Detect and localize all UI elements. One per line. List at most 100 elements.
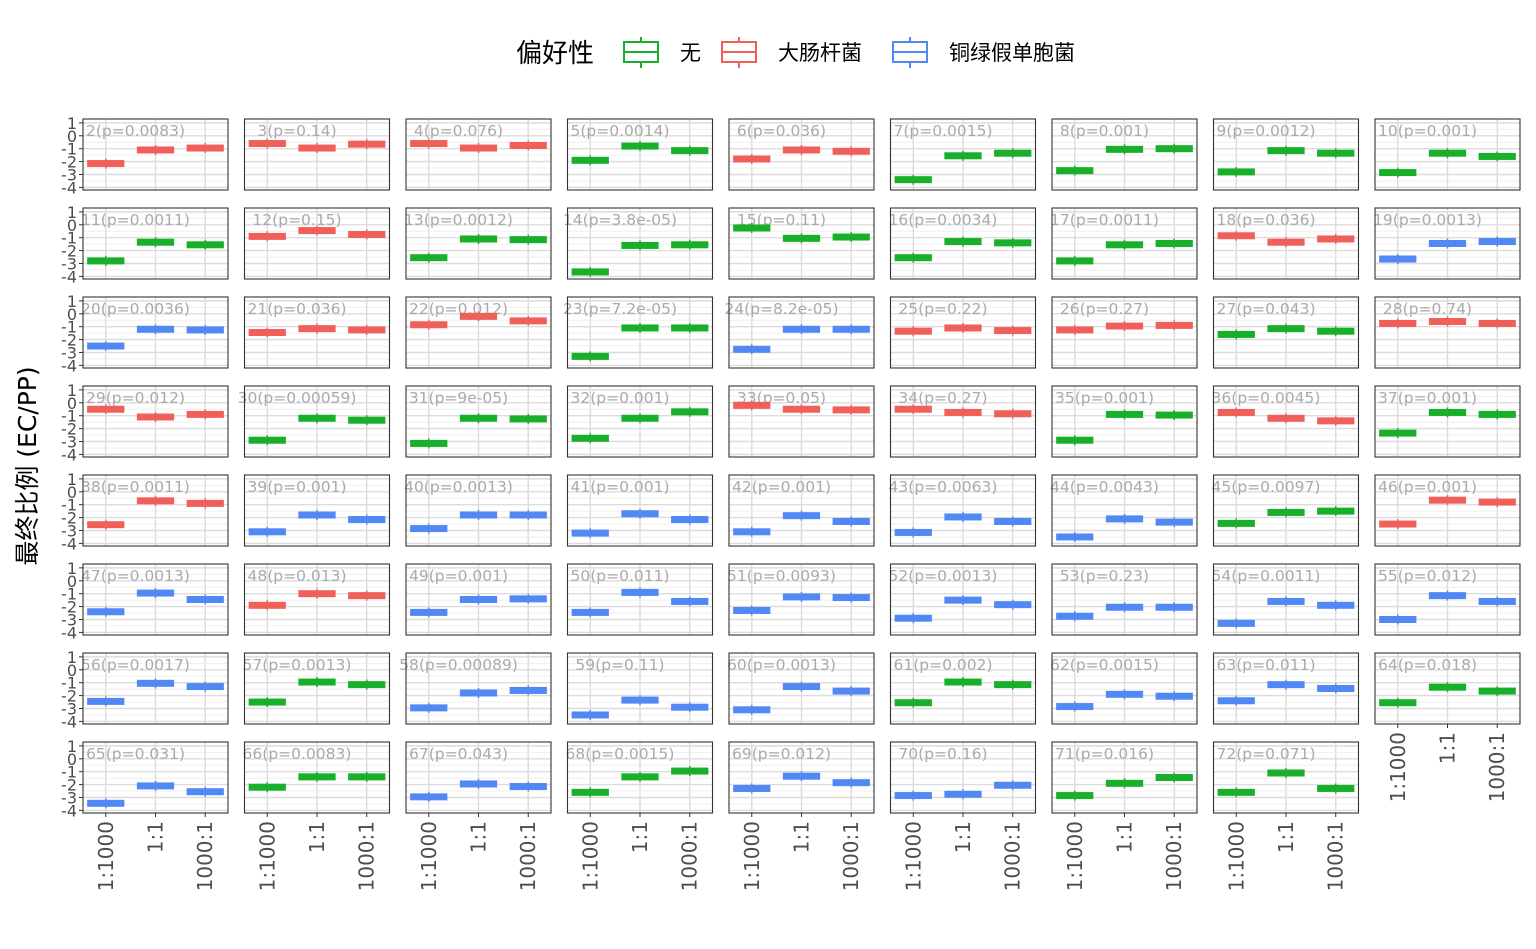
box-mark (298, 143, 336, 154)
box-mark (186, 324, 224, 335)
box-mark (733, 223, 771, 234)
box-mark (248, 138, 286, 149)
box-mark (1155, 691, 1193, 702)
y-axis: 10-1-2-3-4 (61, 292, 83, 375)
box-mark (186, 786, 224, 797)
y-tick-label: 0 (67, 127, 77, 146)
box-mark (671, 766, 709, 777)
facet-panel: 65(p=0.031) (82, 741, 229, 814)
box-mark (1267, 413, 1305, 424)
panel-label: 53(p=0.23) (1060, 567, 1149, 585)
panel-label: 56(p=0.0017) (81, 656, 190, 674)
y-tick-label: -1 (61, 496, 77, 515)
box-mark (1056, 324, 1094, 335)
box-mark (136, 678, 175, 689)
panel-label: 57(p=0.0013) (243, 656, 352, 674)
box-mark (1105, 689, 1144, 700)
box-mark (733, 400, 771, 411)
y-axis-title: 最终比例 (EC/PP) (13, 366, 42, 565)
box-mark (1155, 320, 1193, 331)
facet-panel: 34(p=0.27) (889, 385, 1037, 458)
facet-panel: 9(p=0.0012) (1212, 118, 1360, 191)
box-mark (1267, 679, 1305, 690)
facet-panel: 57(p=0.0013) (243, 652, 391, 725)
y-tick-label: -2 (61, 331, 77, 350)
box-mark (1217, 518, 1255, 529)
facet-panel: 61(p=0.002) (889, 652, 1037, 725)
facet-panel: 40(p=0.0013) (404, 474, 552, 547)
facet-panel: 19(p=0.0013) (1373, 207, 1521, 280)
x-tick-label: 1000:1 (1324, 821, 1348, 891)
y-tick-label: -4 (61, 178, 77, 197)
box-mark (733, 526, 771, 537)
panel-label: 65(p=0.031) (86, 745, 185, 763)
legend-label: 铜绿假单胞菌 (949, 41, 1075, 65)
y-tick-label: -1 (61, 318, 77, 337)
box-mark (782, 144, 821, 155)
box-mark (621, 240, 659, 251)
facet-panel: 31(p=9e-05) (405, 385, 552, 458)
facet-panel: 12(p=0.15) (243, 207, 391, 280)
box-mark (994, 780, 1032, 791)
box-mark (248, 435, 286, 446)
box-mark (894, 174, 932, 185)
box-mark (1155, 517, 1193, 528)
box-mark (509, 593, 547, 604)
panel-label: 23(p=7.2e-05) (563, 300, 677, 318)
panel-label: 54(p=0.0011) (1212, 567, 1321, 585)
y-tick-label: 0 (67, 661, 77, 680)
box-mark (87, 158, 125, 169)
y-tick-label: -4 (61, 534, 77, 553)
x-axis: 1:1000 1:1 1000:1 (94, 813, 217, 891)
box-mark (509, 685, 547, 696)
panel-label: 32(p=0.001) (570, 389, 669, 407)
legend-item: 铜绿假单胞菌 (892, 37, 1075, 68)
x-tick-label: 1:1 (144, 821, 168, 853)
y-tick-label: -3 (61, 255, 77, 274)
box-mark (1379, 167, 1417, 178)
box-mark (1478, 236, 1516, 247)
box-mark (944, 789, 982, 800)
panel-label: 10(p=0.001) (1378, 122, 1477, 140)
x-tick-label: 1000:1 (839, 821, 863, 891)
x-tick-label: 1000:1 (193, 821, 217, 891)
box-mark (1105, 778, 1144, 789)
box-mark (782, 591, 821, 602)
box-mark (671, 514, 709, 525)
facet-panel: 54(p=0.0011) (1212, 563, 1360, 636)
box-mark (186, 594, 224, 605)
box-mark (944, 150, 982, 161)
facet-panel: 39(p=0.001) (243, 474, 391, 547)
facet-panel: 41(p=0.001) (566, 474, 714, 547)
panel-label: 5(p=0.0014) (570, 122, 669, 140)
panel-label: 55(p=0.012) (1378, 567, 1477, 585)
y-tick-label: 0 (67, 394, 77, 413)
facet-panel: 15(p=0.11) (728, 207, 875, 280)
panel-label: 47(p=0.0013) (81, 567, 190, 585)
facet-panel: 27(p=0.043) (1212, 296, 1360, 369)
y-tick-label: -2 (61, 153, 77, 172)
facet-panel: 43(p=0.0063) (889, 474, 1037, 547)
x-axis: 1:1000 1:1 1000:1 (901, 813, 1025, 891)
panel-label: 48(p=0.013) (247, 567, 346, 585)
x-tick-label: 1000:1 (1162, 821, 1186, 891)
box-mark (410, 791, 448, 802)
box-mark (571, 787, 609, 798)
panel-label: 29(p=0.012) (86, 389, 185, 407)
y-tick-label: -4 (61, 356, 77, 375)
y-tick-label: -3 (61, 166, 77, 185)
legend-label: 大肠杆菌 (778, 41, 862, 65)
x-tick-label: 1:1000 (578, 821, 602, 891)
legend-label: 无 (680, 41, 701, 65)
box-mark (671, 239, 709, 250)
facet-panel: 71(p=0.016) (1051, 741, 1198, 814)
box-mark (459, 413, 498, 424)
box-mark (621, 695, 659, 706)
box-mark (832, 404, 870, 415)
box-mark (87, 255, 125, 266)
x-axis: 1:1000 1:1 1000:1 (578, 813, 702, 891)
y-tick-label: -1 (61, 140, 77, 159)
panel-label: 71(p=0.016) (1055, 745, 1154, 763)
y-axis: 10-1-2-3-4 (61, 470, 83, 553)
panel-label: 36(p=0.0045) (1212, 389, 1321, 407)
